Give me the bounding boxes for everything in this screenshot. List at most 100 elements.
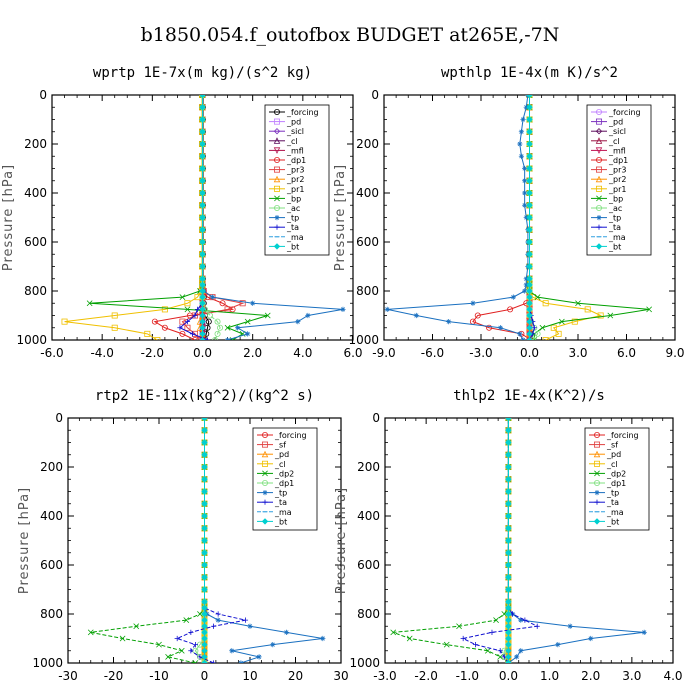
data-point-bt	[199, 275, 206, 282]
data-point-bt	[526, 306, 533, 313]
data-point-tp	[520, 116, 526, 123]
data-point-bt	[526, 318, 533, 325]
legend-label: _sf	[606, 441, 618, 450]
legend-label: _pd	[274, 450, 289, 459]
legend-marker	[596, 156, 603, 163]
x-tick-label: -3.0	[469, 346, 492, 360]
data-point-bt	[199, 238, 206, 246]
legend-marker	[594, 441, 601, 448]
legend-marker	[274, 215, 280, 221]
data-point-bt	[199, 293, 206, 301]
legend-marker	[274, 195, 280, 202]
data-point-bt	[201, 623, 208, 630]
legend-marker	[594, 460, 601, 467]
data-point-tp	[518, 648, 524, 654]
data-point-ac	[207, 312, 214, 319]
legend-label: _dp1	[274, 479, 294, 488]
legend-marker	[593, 450, 601, 458]
data-point-tp	[517, 331, 523, 337]
data-point-bt	[201, 641, 208, 648]
legend-marker	[273, 128, 281, 135]
data-point-pr1	[542, 336, 549, 340]
data-point-bp	[244, 318, 251, 325]
legend-marker	[273, 137, 281, 144]
data-point-dp2	[87, 629, 94, 636]
data-point-bt	[199, 312, 206, 319]
legend-marker	[262, 490, 268, 496]
data-point-tp	[567, 623, 573, 629]
data-point-bt	[199, 153, 206, 160]
data-point-bt	[526, 330, 533, 338]
data-point-pr1	[584, 306, 591, 313]
x-tick-label: -2.0	[414, 669, 437, 683]
data-point-bt	[526, 95, 533, 99]
data-point-bt	[526, 214, 533, 221]
y-tick-label: 400	[356, 186, 379, 200]
legend-marker	[273, 109, 280, 116]
legend-label: _mfl	[286, 146, 304, 155]
legend-marker	[594, 431, 601, 438]
data-point-bt	[505, 653, 512, 661]
legend-marker	[261, 441, 268, 448]
panel-title: rtp2 1E-11x(kg^2)/(kg^2 s)	[95, 388, 314, 404]
legend-label: _forcing	[274, 431, 307, 440]
panel-title: thlp2 1E-4x(K^2)/s	[453, 388, 605, 404]
legend-label: _ta	[606, 498, 619, 507]
legend-label: _pr2	[286, 175, 304, 184]
data-point-bt	[199, 281, 206, 289]
legend-label: _pr1	[286, 185, 304, 194]
data-point-dp1	[151, 318, 158, 325]
x-tick-label: 6.0	[617, 346, 636, 360]
data-point-bt	[199, 140, 206, 148]
y-tick-label: 400	[40, 509, 63, 523]
series-line-dp2	[393, 418, 509, 663]
data-point-bt	[505, 604, 512, 612]
y-tick-label: 200	[356, 137, 379, 151]
y-axis-label: Pressure [hPa]	[334, 487, 349, 594]
y-tick-label: 800	[356, 284, 379, 298]
chart-panel-2: wpthlp 1E-4x(m K)/s^2 Pressure [hPa] -9.0 -…	[333, 65, 685, 360]
legend: _forcing_pd_sicl_cl_mfl_dp1_pr3_pr2_pr1_…	[586, 104, 652, 256]
data-point-ta	[192, 312, 198, 319]
y-tick-label: 400	[357, 509, 380, 523]
data-point-bt	[201, 586, 208, 593]
data-point-dp2	[456, 623, 462, 630]
data-point-bt	[199, 202, 206, 209]
data-point-tp	[340, 306, 346, 312]
legend-label: _pr3	[608, 166, 626, 175]
legend-marker	[261, 479, 268, 486]
x-tick-label: 2.0	[243, 346, 262, 360]
data-point-bt	[526, 275, 533, 282]
data-point-tp	[238, 660, 244, 663]
legend-marker	[596, 166, 603, 173]
series-line-pr1	[64, 95, 203, 340]
data-point-ta	[534, 623, 540, 629]
legend-label: _pr3	[286, 166, 304, 175]
legend-label: _dp2	[606, 469, 626, 478]
data-point-bt	[199, 330, 206, 338]
legend-label: _sf	[274, 441, 286, 450]
data-point-bt	[505, 488, 512, 495]
data-point-pr1	[154, 336, 161, 340]
legend-marker	[261, 431, 268, 438]
legend-label: _tp	[274, 489, 287, 498]
data-point-bt	[505, 549, 512, 556]
data-point-ta	[188, 648, 194, 654]
y-tick-label: 600	[357, 558, 380, 572]
data-point-bt	[505, 439, 512, 446]
data-point-bt	[199, 177, 206, 184]
data-point-tp	[235, 325, 241, 331]
data-point-bt	[526, 128, 533, 135]
data-point-tp	[320, 635, 326, 642]
data-point-bp	[86, 300, 93, 307]
data-point-bt	[199, 318, 206, 325]
legend-label: _cl	[606, 460, 618, 469]
x-tick-label: 30	[333, 669, 348, 683]
data-point-bt	[201, 512, 208, 520]
x-tick-label: -9.0	[372, 346, 395, 360]
data-point-bt	[199, 287, 206, 295]
legend-marker	[596, 118, 603, 125]
legend-label: _bt	[286, 242, 299, 251]
x-tick-label: 3.0	[622, 669, 641, 683]
